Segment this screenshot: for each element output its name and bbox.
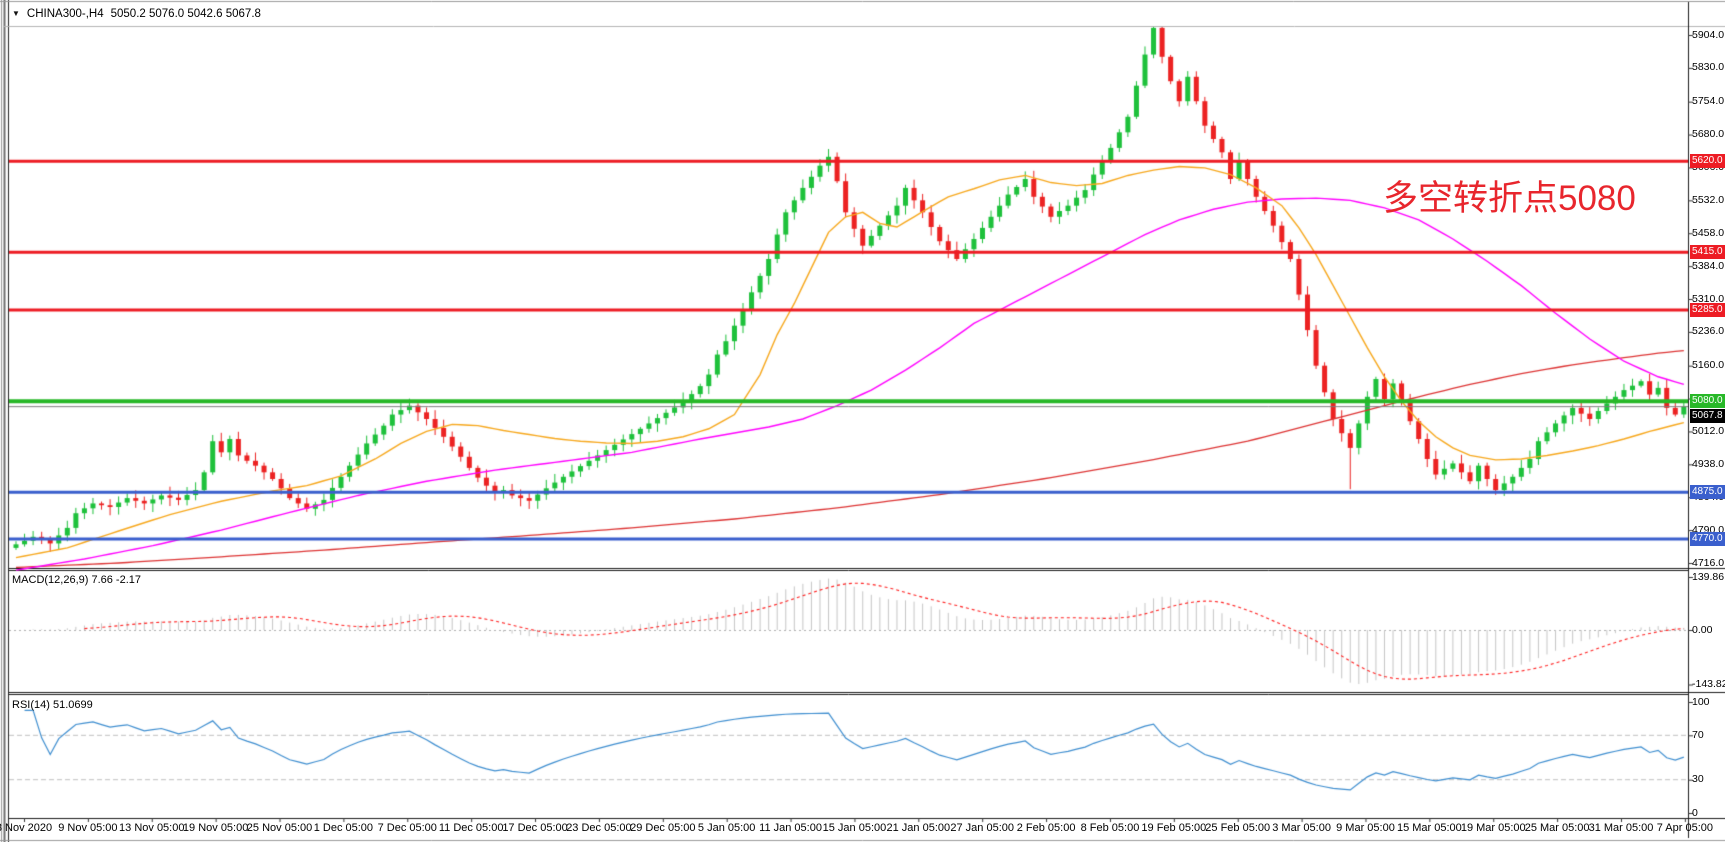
x-axis-label: 3 Mar 05:00 bbox=[1272, 822, 1331, 834]
x-axis-label: 11 Jan 05:00 bbox=[759, 822, 822, 834]
rsi-tick-label: 30 bbox=[1692, 773, 1704, 786]
price-tick-label: 5160.0 bbox=[1692, 359, 1725, 372]
price-tick-label: 5830.0 bbox=[1692, 61, 1725, 74]
x-axis-label: 15 Mar 05:00 bbox=[1396, 822, 1462, 834]
support-price-badge: 4875.0 bbox=[1690, 485, 1725, 500]
x-axis-label: 7 Dec 05:00 bbox=[377, 822, 437, 834]
macd-tick-label: 139.86 bbox=[1692, 570, 1725, 583]
x-axis-label: 19 Nov 05:00 bbox=[182, 822, 249, 834]
rsi-tick-label: 70 bbox=[1692, 728, 1704, 741]
x-axis-label: 15 Jan 05:00 bbox=[822, 822, 887, 834]
macd-indicator-label: MACD(12,26,9) 7.66 -2.17 bbox=[12, 574, 142, 586]
price-tick-label: 4938.0 bbox=[1692, 457, 1725, 470]
macd-tick-label: -143.82 bbox=[1692, 678, 1725, 690]
price-tick-label: 5310.0 bbox=[1692, 292, 1725, 305]
x-axis-label: 23 Dec 05:00 bbox=[566, 822, 632, 834]
x-axis-label: 5 Jan 05:00 bbox=[697, 822, 756, 834]
x-axis-label: 31 Mar 05:00 bbox=[1588, 822, 1654, 834]
rsi-tick-label: 0 bbox=[1692, 806, 1698, 819]
symbol-label: CHINA300-,H4 bbox=[26, 8, 104, 20]
annotation-text[interactable]: 多空转折点5080 bbox=[1383, 179, 1636, 218]
x-axis-label: 9 Mar 05:00 bbox=[1336, 822, 1395, 834]
price-tick-label: 5384.0 bbox=[1692, 259, 1725, 272]
price-tick-label: 5236.0 bbox=[1692, 325, 1725, 338]
x-axis-label: 1 Dec 05:00 bbox=[313, 822, 374, 834]
x-axis-label: 13 Nov 05:00 bbox=[119, 822, 185, 834]
x-axis-label: 8 Feb 05:00 bbox=[1080, 822, 1140, 834]
rsi-indicator-label: RSI(14) 51.0699 bbox=[12, 699, 93, 711]
price-tick-label: 5754.0 bbox=[1692, 95, 1725, 108]
rsi-tick-label: 100 bbox=[1692, 695, 1710, 708]
x-axis-label: 19 Mar 05:00 bbox=[1460, 822, 1526, 834]
resistance-price-badge: 5620.0 bbox=[1690, 154, 1725, 169]
x-axis-label: 21 Jan 05:00 bbox=[886, 822, 951, 834]
resistance-price-badge: 5285.0 bbox=[1690, 303, 1725, 318]
price-tick-label: 5458.0 bbox=[1692, 226, 1725, 239]
support-price-badge: 4770.0 bbox=[1690, 532, 1725, 546]
x-axis-label: 25 Nov 05:00 bbox=[246, 822, 313, 834]
x-axis-label: 25 Feb 05:00 bbox=[1205, 822, 1271, 834]
x-axis-label: 29 Dec 05:00 bbox=[630, 822, 696, 834]
x-axis-label: 7 Apr 05:00 bbox=[1656, 822, 1714, 834]
x-axis-label: 2 Feb 05:00 bbox=[1016, 822, 1076, 834]
price-tick-label: 5532.0 bbox=[1692, 193, 1725, 206]
price-tick-label: 5680.0 bbox=[1692, 128, 1725, 141]
price-tick-label: 5904.0 bbox=[1692, 28, 1725, 41]
x-axis-label: 19 Feb 05:00 bbox=[1141, 822, 1207, 834]
current-price-badge: 5067.8 bbox=[1690, 408, 1725, 423]
ohlc-readout: 5050.2 5076.0 5042.6 5067.8 bbox=[110, 8, 261, 20]
price-tick-label: 4716.0 bbox=[1692, 556, 1725, 569]
price-tick-label: 5012.0 bbox=[1692, 424, 1725, 437]
x-axis-label: 27 Jan 05:00 bbox=[950, 822, 1014, 834]
symbol-header: ▼ CHINA300-,H4 5050.2 5076.0 5042.6 5067… bbox=[12, 6, 261, 22]
resistance-price-badge: 5415.0 bbox=[1690, 245, 1725, 260]
x-axis-label: 17 Dec 05:00 bbox=[502, 822, 568, 834]
x-axis-label: 9 Nov 05:00 bbox=[58, 822, 118, 834]
macd-tick-label: 0.00 bbox=[1692, 623, 1713, 636]
x-axis-label: 11 Dec 05:00 bbox=[438, 822, 504, 834]
pivot-price-badge: 5080.0 bbox=[1690, 394, 1725, 409]
x-axis-label: 3 Nov 2020 bbox=[0, 822, 53, 834]
chevron-down-icon[interactable]: ▼ bbox=[12, 9, 20, 18]
x-axis-label: 25 Mar 05:00 bbox=[1524, 822, 1590, 834]
